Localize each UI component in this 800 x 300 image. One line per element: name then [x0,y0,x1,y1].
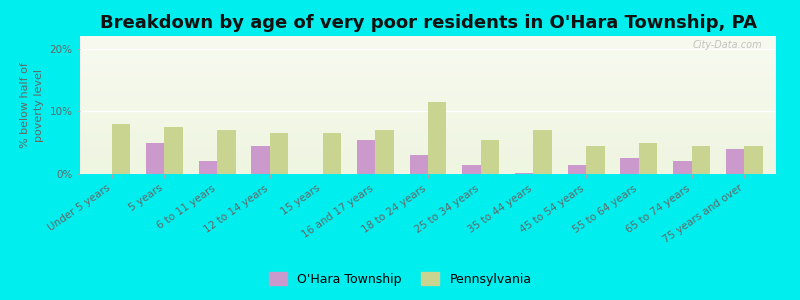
Bar [586,146,605,174]
Legend: O'Hara Township, Pennsylvania: O'Hara Township, Pennsylvania [263,267,537,291]
Bar [112,124,130,174]
Bar [164,127,183,174]
Text: City-Data.com: City-Data.com [693,40,762,50]
Title: Breakdown by age of very poor residents in O'Hara Township, PA: Breakdown by age of very poor residents … [99,14,757,32]
Bar [410,155,428,174]
Bar [462,165,481,174]
Bar [744,146,763,174]
Bar [692,146,710,174]
Bar [251,146,270,174]
Y-axis label: % below half of
poverty level: % below half of poverty level [20,62,44,148]
Bar [322,133,341,174]
Bar [568,165,586,174]
Bar [726,149,744,174]
Bar [428,102,446,174]
Bar [375,130,394,174]
Bar [146,142,164,174]
Bar [621,158,639,174]
Bar [217,130,235,174]
Bar [198,161,217,174]
Bar [673,161,692,174]
Bar [481,140,499,174]
Bar [270,133,288,174]
Bar [357,140,375,174]
Bar [534,130,552,174]
Bar [515,173,534,174]
Bar [639,142,658,174]
